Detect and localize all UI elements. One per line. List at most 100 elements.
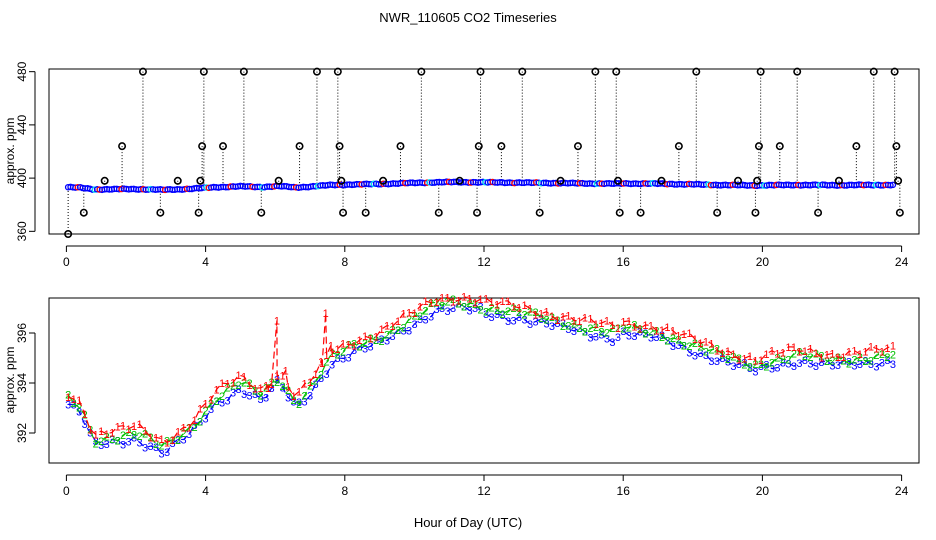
bottom-series-1-marker: 1 (126, 424, 132, 436)
bottom-series-3-marker: 3 (269, 383, 275, 395)
bottom-series-3-marker: 3 (785, 358, 791, 370)
bottom-series-2-marker: 2 (104, 432, 110, 444)
bottom-series-2-marker: 2 (450, 294, 456, 306)
bottom-series-1-marker: 1 (890, 340, 896, 352)
bottom-series-3-marker: 3 (324, 369, 330, 381)
bottom-series-1-marker: 1 (219, 378, 225, 390)
bottom-series-2-marker: 2 (192, 422, 198, 434)
bottom-series-3-marker: 3 (890, 359, 896, 371)
bottom-series-2-marker: 2 (214, 396, 220, 408)
bottom-series-1-marker: 1 (318, 356, 324, 368)
bottom-series-1-marker: 1 (835, 352, 841, 364)
bottom-series-1-line (760, 344, 894, 361)
top-flag-point (793, 67, 802, 76)
bottom-series-3-marker: 3 (170, 438, 176, 450)
bottom-series-2-marker: 2 (461, 301, 467, 313)
bottom-series-3-marker: 3 (587, 332, 593, 344)
bottom-series-3-marker: 3 (236, 384, 242, 396)
bottom-series-2-marker: 2 (120, 430, 126, 442)
bottom-series-1-marker: 1 (686, 328, 692, 340)
bottom-series-1-marker: 1 (730, 349, 736, 361)
bottom-series-2-marker: 2 (565, 320, 571, 332)
bottom-series-2-marker: 2 (488, 303, 494, 315)
bottom-series-2-marker: 2 (835, 352, 841, 364)
bottom-series-2-marker: 2 (516, 307, 522, 319)
bottom-series-2-marker: 2 (225, 383, 231, 395)
bottom-xlabel: Hour of Day (UTC) (414, 515, 522, 530)
top-flag-point (337, 176, 346, 185)
bottom-series-2-marker: 2 (752, 359, 758, 371)
bottom-series-2-marker: 2 (395, 325, 401, 337)
figure-title: NWR_110605 CO2 Timeseries (379, 10, 557, 25)
bottom-ylabel: approx. ppm (3, 347, 17, 414)
top-flag-point (756, 67, 765, 76)
bottom-series-1-marker: 1 (323, 308, 329, 320)
bottom-series-3-marker: 3 (840, 355, 846, 367)
bottom-series-1-marker: 1 (214, 384, 220, 396)
bottom-series-2-marker: 2 (686, 341, 692, 353)
top-flag-point (476, 67, 485, 76)
bottom-series-1-marker: 1 (681, 329, 687, 341)
bottom-series-1-marker: 1 (796, 346, 802, 358)
bottom-series-3-marker: 3 (373, 335, 379, 347)
bottom-series-2-marker: 2 (642, 328, 648, 340)
top-flag-point (156, 208, 165, 217)
bottom-series-3-marker: 3 (203, 413, 209, 425)
bottom-series-1-marker: 1 (587, 314, 593, 326)
bottom-series-3-marker: 3 (280, 383, 286, 395)
top-flag-point (497, 142, 506, 151)
top-flag-point (434, 208, 443, 217)
bottom-series-3-marker: 3 (252, 389, 258, 401)
bottom-series-3-marker: 3 (675, 340, 681, 352)
bottom-series-3-marker: 3 (302, 396, 308, 408)
bottom-series-1-marker: 1 (203, 398, 209, 410)
bottom-series-1-marker: 1 (527, 303, 533, 315)
bottom-series-2-marker: 2 (598, 326, 604, 338)
top-panel: 0 4 8 12 16 20 24 360 400 440 480 approx. ppm (3, 61, 920, 269)
bottom-series-2-marker: 2 (345, 340, 351, 352)
bottom-series-3-marker: 3 (472, 303, 478, 315)
bottom-series-2-marker: 2 (730, 351, 736, 363)
bottom-series-1-marker: 1 (115, 421, 121, 433)
bottom-series-1-marker: 1 (307, 377, 313, 389)
bottom-series-1-marker: 1 (604, 316, 610, 328)
bottom-series-2-marker: 2 (785, 355, 791, 367)
top-axes: 0 4 8 12 16 20 24 360 400 440 480 (15, 61, 909, 269)
bottom-series-2-marker: 2 (378, 336, 384, 348)
bottom-series-2-marker: 2 (252, 385, 258, 397)
top-flag-lines (67, 71, 901, 234)
bottom-series-3-marker: 3 (571, 326, 577, 338)
bottom-series-3-marker: 3 (835, 360, 841, 372)
top-ytick-label: 440 (15, 115, 29, 135)
bottom-series-3-marker: 3 (873, 362, 879, 374)
bottom-xtick-label: 4 (202, 484, 209, 498)
bottom-series-1: 1 1 111 1 1 1 11 1 1 1 111 1 1 1 11 1 111 1 111 1 11 11 1 1 1111… (65, 292, 896, 450)
bottom-series-2-marker: 2 (719, 350, 725, 362)
bottom-series-2-marker: 2 (675, 335, 681, 347)
bottom-series-1-marker: 1 (291, 391, 297, 403)
bottom-series-3-marker: 3 (126, 436, 132, 448)
top-flag-point (257, 208, 266, 217)
bottom-series-2-marker: 2 (76, 402, 82, 414)
bottom-series-2-marker: 2 (549, 312, 555, 324)
bottom-xtick-label: 24 (895, 484, 909, 498)
bottom-series-2-marker: 2 (527, 306, 533, 318)
bottom-series-1-marker: 1 (283, 366, 289, 378)
bottom-series-1-marker: 1 (554, 315, 560, 327)
bottom-series-3-marker: 3 (862, 356, 868, 368)
bottom-series-1-marker: 1 (648, 321, 654, 333)
top-flagged-points (64, 67, 904, 239)
bottom-series-3-marker: 3 (725, 357, 731, 369)
bottom-series-3-marker: 3 (307, 391, 313, 403)
top-xtick-label: 0 (63, 255, 70, 269)
bottom-series-2-marker: 2 (324, 357, 330, 369)
bottom-series-3-marker: 3 (818, 357, 824, 369)
bottom-series-1-marker: 1 (884, 343, 890, 355)
bottom-series-2-marker: 2 (521, 310, 527, 322)
bottom-series-3-marker: 3 (477, 302, 483, 314)
bottom-series-2-marker: 2 (389, 324, 395, 336)
bottom-series-3-marker: 3 (400, 325, 406, 337)
bottom-series-2-marker: 2 (433, 297, 439, 309)
